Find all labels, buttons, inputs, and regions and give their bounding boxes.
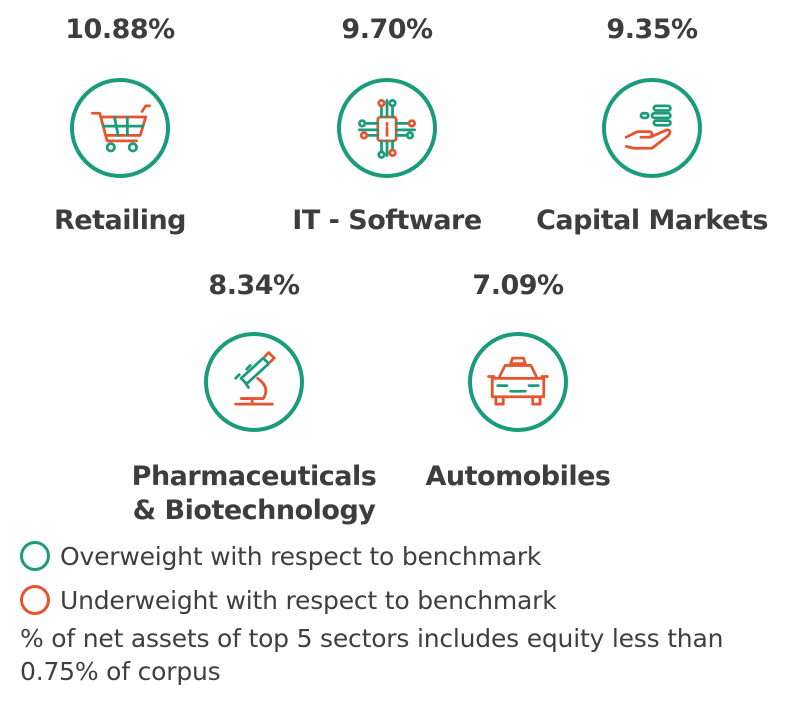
sector-percent: 10.88%: [65, 14, 175, 45]
sector-percent: 7.09%: [472, 270, 564, 301]
legend-underweight-label: Underweight with respect to benchmark: [60, 585, 557, 615]
sector-percent: 9.35%: [606, 14, 698, 45]
legend-overweight-label: Overweight with respect to benchmark: [60, 541, 542, 571]
sector-retailing: 10.88% Retailing: [0, 14, 250, 244]
microscope-icon: [234, 351, 276, 406]
sector-name: Automobiles: [425, 461, 611, 492]
sector-automobiles: 7.09% Automobiles: [388, 270, 648, 500]
legend-underweight: Underweight with respect to benchmark: [20, 585, 557, 615]
overweight-circle-icon: [20, 541, 50, 571]
sector-name: IT - Software: [292, 205, 482, 236]
sector-name-line1: Pharmaceuticals: [131, 461, 377, 492]
sector-percent: 9.70%: [341, 14, 433, 45]
sector-capital-markets: 9.35% Capital Markets: [522, 14, 782, 244]
sector-name-line2: & Biotechnology: [132, 495, 376, 526]
sector-name: Retailing: [53, 205, 187, 236]
sector-name: Capital Markets: [536, 205, 768, 236]
sector-icon-ring: [602, 78, 702, 178]
shopping-cart-icon: [91, 104, 151, 153]
sector-percent: 8.34%: [208, 270, 300, 301]
sector-it-software: 9.70% IT - Software: [257, 14, 517, 244]
hand-coins-icon: [624, 104, 672, 150]
footnote: % of net assets of top 5 sectors include…: [20, 624, 724, 686]
circuit-chip-icon: [358, 99, 416, 159]
sector-pharmaceuticals: 8.34% Pharmaceuticals & Biotechnology: [124, 270, 384, 530]
car-icon: [487, 356, 549, 406]
sector-icon-ring: [468, 332, 568, 432]
sector-icon-ring: [70, 78, 170, 178]
underweight-circle-icon: [20, 585, 50, 615]
legend-overweight: Overweight with respect to benchmark: [20, 541, 541, 571]
sector-icon-ring: [337, 78, 437, 178]
sector-icon-ring: [204, 332, 304, 432]
